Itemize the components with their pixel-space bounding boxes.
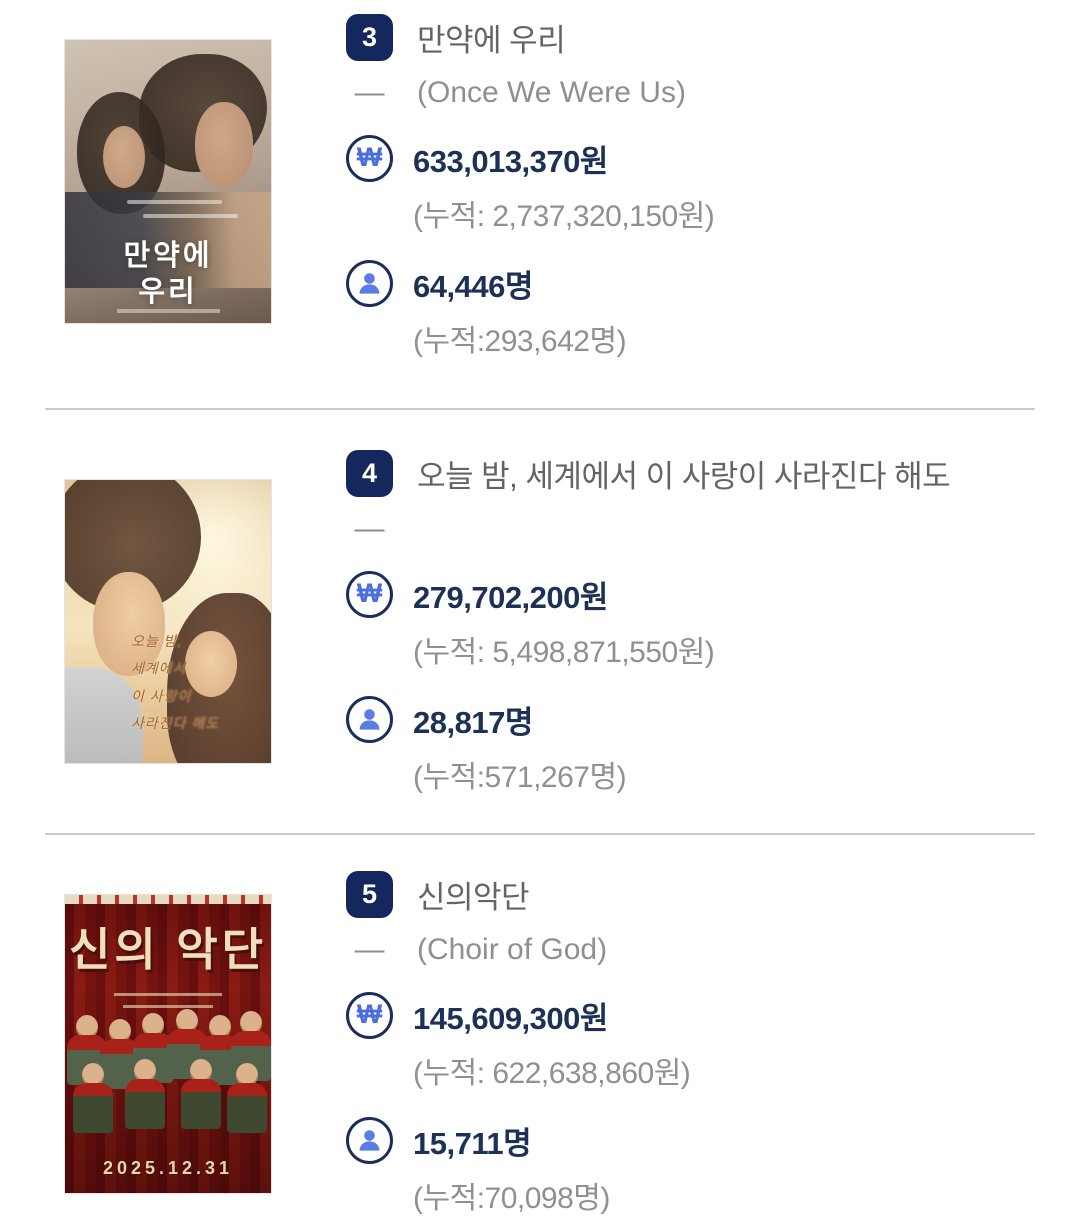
subtitle-row: — (Choir of God) <box>346 933 1040 967</box>
poster-column: 만약에 우리 <box>65 40 272 323</box>
person-icon <box>346 696 393 743</box>
movie-poster[interactable]: 오늘 밤, 세계에서 이 사랑이 사라진다 해도 <box>65 480 271 763</box>
poster-title-text: 만약에 우리 <box>123 240 213 309</box>
cumulative-audience: (누적:293,642명) <box>413 325 627 358</box>
revenue-row: ₩ 145,609,300원 <box>346 992 1040 1039</box>
won-icon: ₩ <box>346 135 393 182</box>
revenue-row: ₩ 633,013,370원 <box>346 135 1040 182</box>
poster-figure <box>73 1063 113 1135</box>
divider <box>45 833 1035 835</box>
poster-column: 오늘 밤, 세계에서 이 사랑이 사라진다 해도 <box>65 480 272 763</box>
rank-badge: 3 <box>346 14 393 61</box>
poster-art-shape <box>195 102 253 188</box>
won-icon: ₩ <box>346 571 393 618</box>
rank-change-dash: — <box>354 512 385 545</box>
cumulative-audience: (누적:70,098명) <box>413 1182 610 1215</box>
movie-poster[interactable]: 만약에 우리 <box>65 40 271 323</box>
cumulative-audience: (누적:571,267명) <box>413 761 627 794</box>
person-icon <box>346 1117 393 1164</box>
title-row: 3 만약에 우리 <box>346 14 1040 61</box>
won-symbol: ₩ <box>356 999 383 1029</box>
poster-title-text: 오늘 밤, 세계에서 이 사랑이 사라진다 해도 <box>131 633 220 731</box>
person-icon-glyph <box>359 709 380 730</box>
rank-badge: 5 <box>346 871 393 918</box>
poster-art-shape <box>103 126 145 188</box>
movie-title-english: (Once We Were Us) <box>417 76 686 109</box>
poster-tagline-bar <box>143 214 239 218</box>
poster-tagline-bar <box>122 1005 214 1008</box>
daily-audience: 64,446명 <box>413 269 533 304</box>
daily-revenue: 145,609,300원 <box>413 1001 608 1036</box>
poster-art-shape <box>93 572 165 676</box>
info-column: 5 신의악단 — (Choir of God) ₩ 145,609,300원 (… <box>346 871 1080 1217</box>
poster-top-strip <box>65 895 271 904</box>
subtitle-row: — (Once We Were Us) <box>346 76 1040 110</box>
won-icon: ₩ <box>346 992 393 1039</box>
movie-list-item: 신의 악단 2025.12.31 5 신의악단 — (Choir of God) <box>0 835 1080 1221</box>
audience-row: 64,446명 <box>346 260 1040 307</box>
cumulative-revenue: (누적: 2,737,320,150원) <box>413 200 715 233</box>
daily-audience: 28,817명 <box>413 705 533 740</box>
poster-art-shape <box>185 631 237 697</box>
rank-badge: 4 <box>346 450 393 497</box>
poster-column: 신의 악단 2025.12.31 <box>65 895 272 1193</box>
movie-poster[interactable]: 신의 악단 2025.12.31 <box>65 895 271 1193</box>
movie-title[interactable]: 만약에 우리 <box>417 23 566 58</box>
rank-change-dash: — <box>354 933 385 966</box>
movie-title[interactable]: 오늘 밤, 세계에서 이 사랑이 사라진다 해도 <box>417 459 951 494</box>
poster-credit-bar <box>116 309 220 313</box>
poster-figure <box>227 1063 267 1135</box>
title-row: 5 신의악단 <box>346 871 1040 918</box>
poster-figure <box>125 1059 165 1131</box>
poster-figure <box>181 1059 221 1131</box>
poster-tagline-bar <box>114 993 222 996</box>
daily-revenue: 633,013,370원 <box>413 144 608 179</box>
poster-art-shape <box>65 192 271 288</box>
daily-audience: 15,711명 <box>413 1126 532 1161</box>
revenue-row: ₩ 279,702,200원 <box>346 571 1040 618</box>
cumulative-revenue: (누적: 5,498,871,550원) <box>413 636 715 669</box>
won-symbol: ₩ <box>356 578 383 608</box>
title-row: 4 오늘 밤, 세계에서 이 사랑이 사라진다 해도 <box>346 450 1040 497</box>
won-symbol: ₩ <box>356 142 383 172</box>
rank-change-dash: — <box>354 76 385 109</box>
movie-list-item: 만약에 우리 3 만약에 우리 — (Once We Were Us) ₩ 63… <box>0 0 1080 408</box>
subtitle-row: — <box>346 512 1040 546</box>
movie-title[interactable]: 신의악단 <box>417 880 530 915</box>
audience-row: 15,711명 <box>346 1117 1040 1164</box>
poster-tagline-bar <box>126 200 222 204</box>
movie-title-english: (Choir of God) <box>417 933 608 966</box>
divider <box>45 408 1035 410</box>
movie-list-item: 오늘 밤, 세계에서 이 사랑이 사라진다 해도 4 오늘 밤, 세계에서 이 … <box>0 410 1080 833</box>
poster-release-date: 2025.12.31 <box>102 1158 234 1178</box>
info-column: 3 만약에 우리 — (Once We Were Us) ₩ 633,013,3… <box>346 14 1080 360</box>
info-column: 4 오늘 밤, 세계에서 이 사랑이 사라진다 해도 — ₩ 279,702,2… <box>346 450 1080 796</box>
cumulative-revenue: (누적: 622,638,860원) <box>413 1057 691 1090</box>
poster-title-text: 신의 악단 <box>68 924 268 975</box>
person-icon <box>346 260 393 307</box>
person-icon-glyph <box>359 273 380 294</box>
person-icon-glyph <box>359 1130 380 1151</box>
daily-revenue: 279,702,200원 <box>413 580 608 615</box>
audience-row: 28,817명 <box>346 696 1040 743</box>
